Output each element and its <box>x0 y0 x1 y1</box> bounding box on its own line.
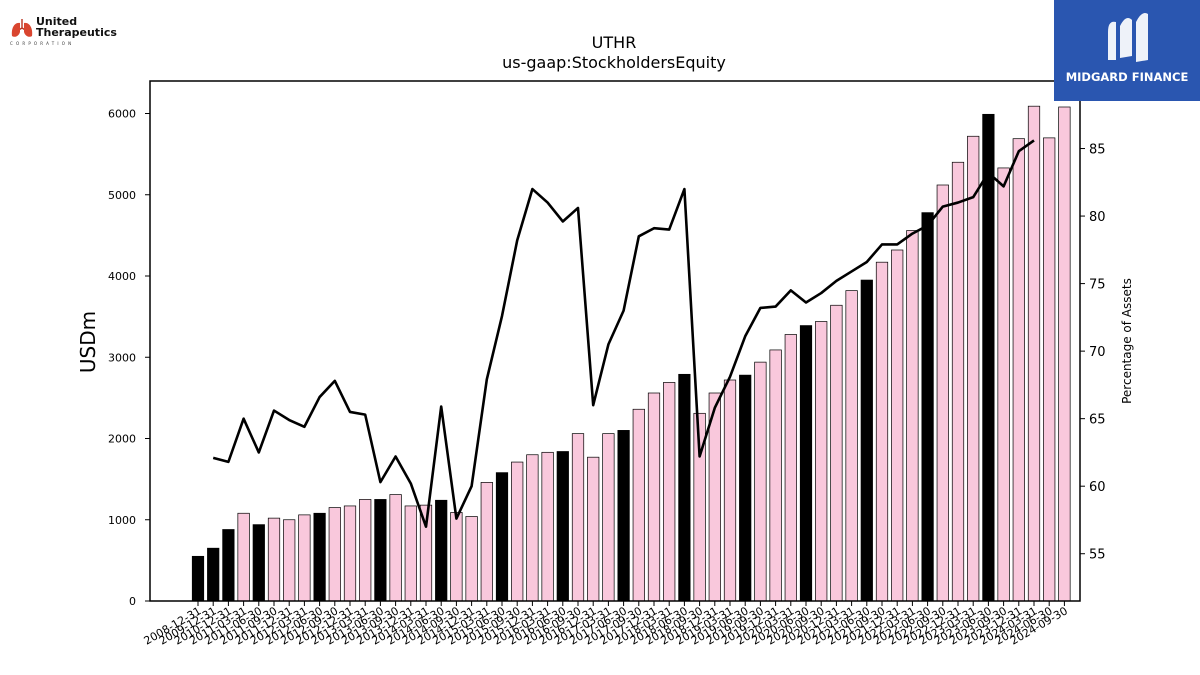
bar-2010-12-31 <box>222 529 235 602</box>
bar-2016-09-30 <box>571 433 585 602</box>
bar-2008-12-31 <box>191 555 205 602</box>
bar-2015-09-30 <box>511 461 524 602</box>
bar-2022-03-31 <box>906 230 919 602</box>
bar-2024-09-30 <box>1058 106 1071 602</box>
chart-subtitle: us-gaap:StockholdersEquity <box>502 53 726 72</box>
bar-2012-06-30 <box>313 512 326 602</box>
bar-2020-06-30 <box>799 325 813 602</box>
bar-2022-09-30 <box>936 184 949 602</box>
bar-2022-06-30 <box>921 212 934 602</box>
bar-2017-06-30 <box>617 430 630 602</box>
bar-2020-03-31 <box>784 334 797 602</box>
bar-2019-03-31 <box>723 379 737 602</box>
y2-tick-label: 80 <box>1089 210 1106 225</box>
bar-2015-03-31 <box>480 482 493 602</box>
bar-2021-09-30 <box>875 261 889 602</box>
bar-2017-12-31 <box>647 392 661 602</box>
bar-2011-03-31 <box>237 512 250 602</box>
y-tick-label: 4000 <box>108 270 136 283</box>
bar-2012-09-30 <box>328 507 341 602</box>
bar-2014-12-31 <box>465 516 478 602</box>
bar-2021-06-30 <box>860 279 873 602</box>
y-tick-label: 5000 <box>108 189 136 202</box>
bar-2011-12-31 <box>283 519 296 602</box>
bar-2009-12-31 <box>207 547 220 602</box>
y2-tick-label: 70 <box>1089 345 1106 360</box>
bar-2015-12-31 <box>526 454 539 602</box>
bar-2021-12-31 <box>891 249 904 602</box>
bar-2011-09-30 <box>267 517 281 602</box>
lungs-icon <box>11 19 33 37</box>
bar-2023-06-30 <box>982 113 995 602</box>
bar-2013-03-31 <box>359 499 372 602</box>
bar-2014-09-30 <box>450 512 463 602</box>
midgard-m-icon <box>1108 13 1148 62</box>
bar-2018-06-30 <box>678 373 691 602</box>
bar-2016-06-30 <box>556 451 569 602</box>
company-logo-subtext: CORPORATION <box>10 41 75 46</box>
bar-2012-12-31 <box>343 505 357 602</box>
bar-2013-09-30 <box>389 494 402 602</box>
bar-2024-03-31 <box>1027 105 1041 602</box>
bar-2024-06-30 <box>1043 137 1056 602</box>
bar-2021-03-31 <box>845 290 858 602</box>
company-logo: United Therapeutics CORPORATION <box>8 14 120 50</box>
y2-tick-label: 75 <box>1089 278 1106 293</box>
y-tick-label: 1000 <box>108 514 136 527</box>
bar-2019-12-31 <box>769 349 782 602</box>
bar-2020-09-30 <box>815 321 828 602</box>
y2-axis-label: Percentage of Assets <box>1120 278 1134 404</box>
plot-frame <box>149 80 1081 602</box>
bar-2022-12-31 <box>951 161 965 602</box>
y2-tick-label: 85 <box>1089 143 1106 158</box>
bar-2016-03-31 <box>541 451 554 602</box>
bar-2023-09-30 <box>997 167 1010 602</box>
y-tick-label: 3000 <box>108 351 136 364</box>
y2-tick-label: 60 <box>1089 480 1106 495</box>
publisher-name: MIDGARD FINANCE <box>1065 70 1189 84</box>
y-tick-label: 2000 <box>108 433 136 446</box>
y-tick-label: 0 <box>129 595 136 608</box>
bar-2011-06-30 <box>252 524 265 602</box>
bar-2017-03-31 <box>602 433 615 602</box>
chart-title: UTHR <box>592 33 637 52</box>
publisher-logo: MIDGARD FINANCE <box>1054 0 1200 101</box>
bar-2017-09-30 <box>632 408 645 602</box>
bar-2014-06-30 <box>435 499 448 602</box>
bar-2023-12-31 <box>1012 138 1025 602</box>
bar-2013-06-30 <box>374 499 387 602</box>
y-tick-label: 6000 <box>108 108 136 121</box>
bar-2013-12-31 <box>404 505 417 602</box>
bar-2018-03-31 <box>663 382 676 602</box>
bar-2020-12-31 <box>830 304 843 602</box>
y-axis-label: USDm <box>76 311 100 373</box>
company-logo-text: United Therapeutics <box>36 15 117 39</box>
bar-2015-06-30 <box>495 472 509 602</box>
bar-2019-09-30 <box>754 361 767 602</box>
percentage-of-assets-line <box>212 139 1035 529</box>
y2-tick-label: 55 <box>1089 548 1106 563</box>
bar-2019-06-30 <box>739 374 752 602</box>
bar-2016-12-31 <box>587 456 600 602</box>
y2-tick-label: 65 <box>1089 413 1106 428</box>
bar-2023-03-31 <box>967 135 980 602</box>
bar-2012-03-31 <box>298 514 311 602</box>
